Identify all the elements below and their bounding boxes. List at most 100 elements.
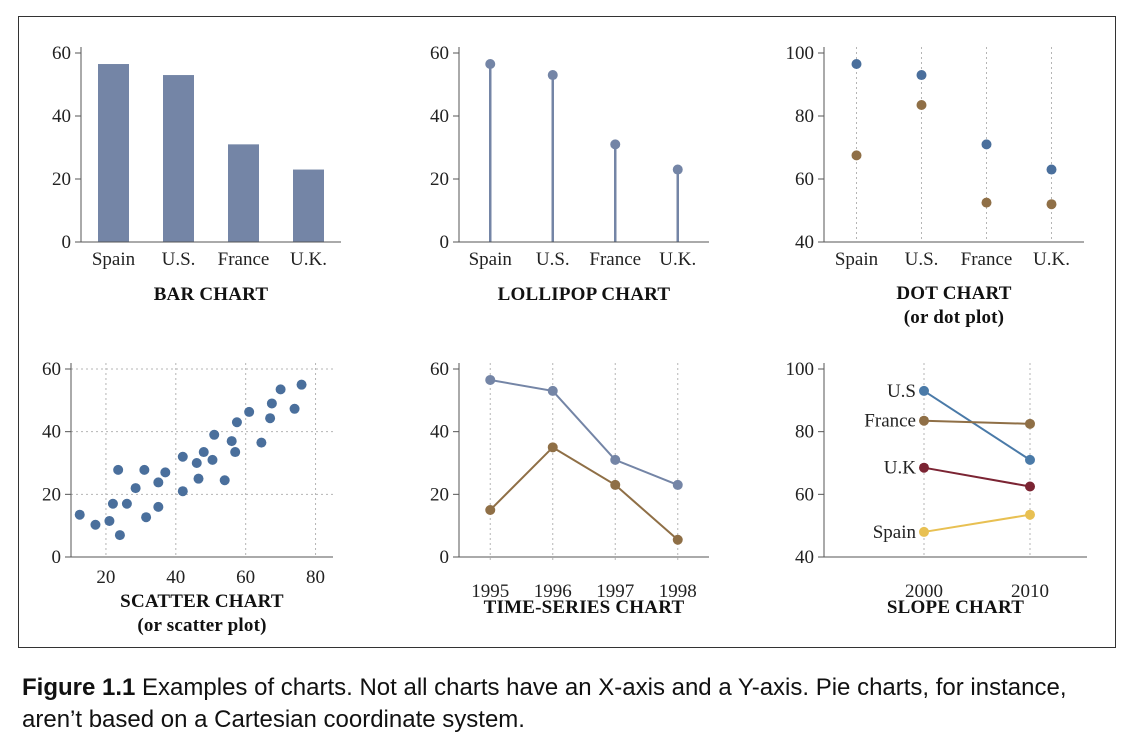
dot-y-tick-label: 80: [795, 106, 814, 127]
dot-y-tick-label: 100: [786, 43, 815, 64]
scatter-point-20: [209, 429, 220, 440]
lollipop-head-u-s: [547, 70, 558, 81]
scatter-point-2: [90, 519, 101, 530]
scatter-point-29: [275, 384, 286, 395]
bar-category-label-france: France: [218, 249, 270, 270]
scatter-point-16: [191, 458, 202, 468]
bar-y-tick-label: 20: [52, 169, 71, 190]
scatter-point-13: [160, 467, 171, 478]
timeseries-x-tick-label-1998: 1998: [659, 581, 697, 602]
slope-series-label-france: France: [864, 411, 916, 432]
scatter-y-tick-label: 0: [52, 547, 62, 568]
scatter-point-1: [74, 509, 85, 520]
scatter-point-10: [141, 512, 152, 523]
scatter-point-3: [104, 515, 115, 526]
slope-line-u-k: [923, 466, 1031, 488]
dot-category-label-u-s: U.S.: [905, 249, 939, 270]
caption-text: Examples of charts. Not all charts have …: [22, 674, 1067, 733]
slope-point-end-spain: [1025, 509, 1035, 520]
scatter-point-6: [114, 530, 125, 541]
scatter-y-tick-label: 40: [42, 422, 61, 443]
lollipop-category-label-france: France: [589, 249, 641, 270]
timeseries-y-tick-label: 60: [430, 359, 449, 380]
dot-point-u-k-2: [1046, 199, 1057, 210]
figure-charts: 0 20 40 60 Spain U.S. France U.K. BAR CHART 0 20 40…: [42, 43, 1087, 636]
slope-point-start-u-s: [919, 385, 929, 396]
scatter-point-28: [266, 398, 277, 409]
slope-line-spain: [923, 513, 1031, 533]
lollipop-chart: 0 20 40 60 Spain U.S. France U.K. LOLLIPOP CHART: [430, 43, 709, 305]
scatter-point-7: [121, 498, 132, 509]
dot-point-france-1: [981, 139, 992, 150]
slope-series-label-spain: Spain: [873, 522, 917, 543]
timeseries-x-tick-label-1997: 1997: [596, 581, 634, 602]
scatter-title: (or scatter plot): [137, 615, 266, 636]
figure-panel: 0 20 40 60 Spain U.S. France U.K. BAR CHART 0 20 40…: [18, 16, 1116, 648]
slope-line-france: [923, 419, 1031, 425]
dot-y-tick-label: 40: [795, 232, 814, 253]
dot-category-label-u-k: U.K.: [1033, 249, 1070, 270]
scatter-point-11: [153, 501, 164, 512]
scatter-x-tick-label: 40: [166, 567, 185, 588]
timeseries-line-1: [490, 378, 679, 486]
timeseries-point-1-1995: [485, 374, 496, 385]
scatter-point-12: [153, 477, 164, 488]
dot-point-spain-1: [851, 59, 862, 70]
scatter-x-tick-label: 60: [236, 567, 255, 588]
scatter-y-tick-label: 60: [42, 359, 61, 380]
slope-point-start-spain: [919, 526, 929, 537]
lollipop-head-france: [610, 139, 621, 150]
slope-y-tick-label: 100: [786, 359, 815, 380]
scatter-point-25: [244, 406, 255, 417]
dot-y-tick-label: 60: [795, 169, 814, 190]
scatter-x-tick-label: 20: [96, 567, 115, 588]
timeseries-point-2-1995: [485, 505, 496, 515]
slope-x-tick-label-2010: 2010: [1011, 581, 1049, 602]
slope-chart: U.S France U.K Spain 40 60 80 100 2000 2010SLOPE …: [786, 359, 1087, 618]
timeseries-point-2-1996: [547, 442, 558, 453]
slope-series-label-u-s: U.S: [887, 381, 916, 402]
bar-y-tick-label: 60: [52, 43, 71, 64]
bar-chart: 0 20 40 60 Spain U.S. France U.K. BAR CHART: [52, 43, 341, 305]
scatter-point-5: [113, 464, 124, 475]
slope-point-end-u-k: [1025, 481, 1035, 492]
lollipop-y-tick-label: 0: [440, 232, 450, 253]
lollipop-y-tick-label: 60: [430, 43, 449, 64]
slope-point-start-france: [919, 415, 929, 426]
scatter-chart: 0 20 40 60 20 40 60 80 SCATTER CHART (or scatter …: [42, 359, 333, 636]
dot-point-france-2: [981, 197, 992, 208]
scatter-title: SCATTER CHART: [120, 591, 284, 612]
lollipop-category-label-u-s: U.S.: [536, 249, 570, 270]
bar-category-label-u-s: U.S.: [162, 249, 196, 270]
slope-point-start-u-k: [919, 462, 929, 473]
slope-series-label-u-k: U.K: [884, 458, 916, 479]
slope-point-end-u-s: [1025, 454, 1035, 465]
scatter-point-14: [177, 486, 188, 497]
lollipop-y-tick-label: 20: [430, 169, 449, 190]
bar-title: BAR CHART: [154, 284, 269, 305]
timeseries-x-tick-label-1996: 1996: [534, 581, 572, 602]
scatter-point-27: [265, 413, 276, 424]
bar-spain: [98, 64, 129, 243]
bar-u-s: [163, 75, 194, 242]
slope-line-u-s: [923, 390, 1031, 461]
scatter-point-8: [130, 483, 141, 494]
slope-x-tick-label-2000: 2000: [905, 581, 943, 602]
timeseries-line-2: [489, 446, 679, 541]
bar-y-tick-label: 0: [62, 232, 72, 253]
dot-point-u-k-1: [1046, 164, 1057, 175]
slope-point-end-france: [1025, 418, 1035, 429]
slope-y-tick-label: 80: [795, 422, 814, 443]
scatter-point-26: [256, 437, 267, 448]
bar-category-label-spain: Spain: [92, 249, 136, 270]
scatter-point-15: [177, 451, 188, 462]
slope-y-tick-label: 40: [795, 547, 814, 568]
scatter-point-19: [207, 454, 218, 465]
lollipop-category-label-u-k: U.K.: [659, 249, 696, 270]
scatter-point-30: [289, 403, 300, 414]
scatter-y-tick-label: 20: [42, 484, 61, 505]
dot-point-spain-2: [851, 150, 862, 161]
slope-y-tick-label: 60: [795, 484, 814, 505]
bar-france: [228, 144, 259, 242]
lollipop-title: LOLLIPOP CHART: [498, 284, 671, 305]
